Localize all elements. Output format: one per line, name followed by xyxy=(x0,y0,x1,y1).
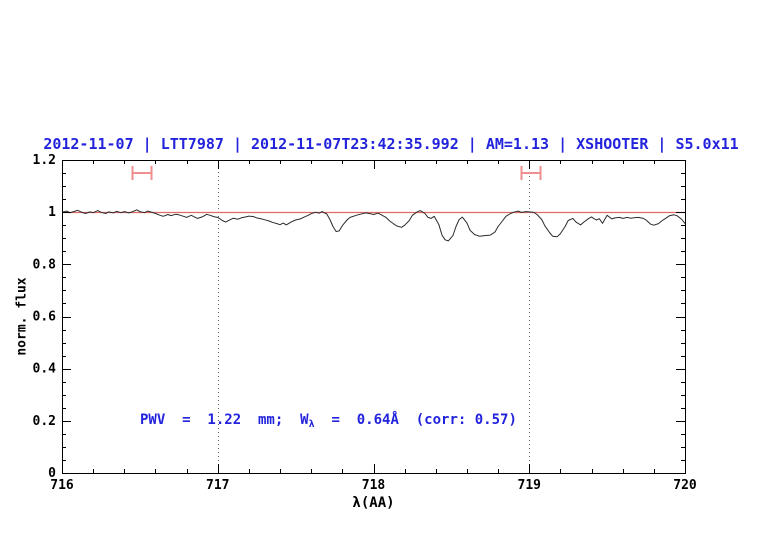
spectrum-line xyxy=(61,209,686,242)
x-tick-label-717: 717 xyxy=(206,478,229,493)
y-axis-label: norm. flux xyxy=(14,277,30,356)
y-tick-label-0.6: 0.6 xyxy=(33,310,57,325)
figure-title: 2012-11-07 | LTT7987 | 2012-11-07T23:42:… xyxy=(43,135,739,153)
x-tick-label-719: 719 xyxy=(518,478,541,493)
y-tick-label-0.4: 0.4 xyxy=(33,362,57,377)
pwv-annotation: PWV = 1.22 mm; Wλ = 0.64Å (corr: 0.57) xyxy=(140,412,517,430)
x-tick-label-718: 718 xyxy=(362,478,386,493)
y-tick-label-1.2: 1.2 xyxy=(33,153,56,168)
y-tick-label-0.8: 0.8 xyxy=(33,257,57,272)
pwv-annotation-suffix: = 0.64Å (corr: 0.57) xyxy=(314,412,517,428)
x-tick-label-720: 720 xyxy=(673,478,697,493)
y-tick-label-0.2: 0.2 xyxy=(33,414,56,429)
x-tick-label-716: 716 xyxy=(50,478,74,493)
pwv-annotation-prefix: PWV = 1.22 mm; W xyxy=(140,412,309,428)
y-tick-label-0: 0 xyxy=(48,466,56,481)
pwv-annotation-lambda-subscript: λ xyxy=(308,419,315,430)
x-axis-label: λ(AA) xyxy=(352,495,395,511)
y-tick-label-1: 1 xyxy=(48,205,56,220)
